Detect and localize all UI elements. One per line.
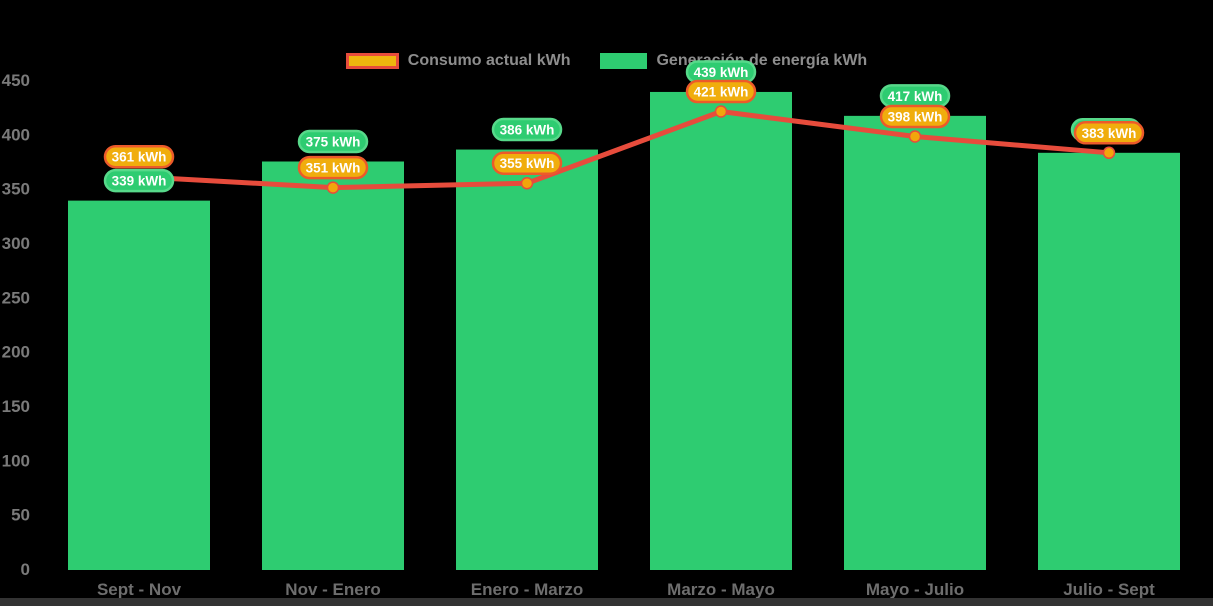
line-marker[interactable]: [714, 105, 728, 118]
bar-generacion[interactable]: [844, 115, 986, 571]
y-tick-label: 200: [2, 343, 30, 362]
value-badge-consumo-label: 421 kWh: [694, 85, 749, 100]
value-badge-consumo: [685, 79, 757, 104]
value-badge-generacion: [491, 117, 563, 142]
value-badge-consumo: [879, 104, 951, 129]
y-tick-label: 350: [2, 180, 30, 199]
value-badge-generacion-label: 386 kWh: [500, 123, 555, 138]
value-badge-consumo-label: 383 kWh: [1082, 126, 1137, 141]
consumo-line: [136, 109, 1112, 191]
y-tick-label: 450: [2, 71, 30, 90]
value-badge-consumo: [1073, 121, 1145, 145]
x-tick-label: Marzo - Mayo: [667, 580, 775, 599]
footer-strip: [0, 598, 1213, 606]
value-badge-consumo-label: 351 kWh: [306, 161, 361, 176]
x-tick-label: Enero - Marzo: [471, 580, 583, 599]
legend-label-consumo: Consumo actual kWh: [407, 52, 571, 69]
x-tick-label: Mayo - Julio: [866, 580, 964, 599]
line-marker[interactable]: [520, 176, 534, 190]
y-tick-label: 150: [2, 397, 30, 416]
value-badge-generacion: [297, 129, 369, 154]
y-tick-label: 400: [2, 125, 30, 144]
legend-item-consumo[interactable]: Consumo actual kWh: [345, 52, 571, 70]
value-badge-consumo: [297, 155, 369, 180]
y-tick-label: 100: [2, 451, 30, 470]
value-badge-consumo-label: 361 kWh: [112, 150, 167, 165]
value-badge-generacion-label: 439 kWh: [694, 65, 749, 80]
x-tick-label: Sept - Nov: [97, 580, 182, 599]
chart-legend: Consumo actual kWh Generación de energía…: [0, 50, 1213, 72]
x-tick-label: Nov - Enero: [285, 580, 380, 599]
y-tick-label: 300: [2, 234, 30, 253]
line-marker[interactable]: [1102, 146, 1116, 160]
consumo-swatch-icon: [345, 53, 399, 69]
x-tick-label: Julio - Sept: [1063, 580, 1155, 599]
bar-generacion[interactable]: [68, 200, 210, 570]
line-marker[interactable]: [326, 181, 340, 194]
value-badge-generacion: [103, 168, 175, 193]
value-badge-consumo-label: 398 kWh: [888, 110, 943, 125]
bar-generacion[interactable]: [650, 91, 792, 570]
bar-generacion[interactable]: [262, 161, 404, 571]
y-tick-label: 0: [21, 560, 30, 579]
y-tick-label: 250: [2, 288, 30, 307]
value-badge-consumo: [491, 151, 563, 175]
value-badge-consumo: [103, 144, 175, 169]
line-marker[interactable]: [908, 130, 922, 143]
generacion-swatch-icon: [600, 53, 648, 69]
value-badge-consumo-label: 355 kWh: [500, 156, 555, 171]
value-badge-generacion-label: 339 kWh: [112, 174, 167, 189]
bar-generacion[interactable]: [1038, 152, 1180, 570]
value-badge-generacion-label: 375 kWh: [306, 135, 361, 150]
value-badge-generacion-label: 417 kWh: [888, 89, 943, 104]
bar-generacion[interactable]: [456, 149, 598, 570]
y-tick-label: 50: [11, 506, 30, 525]
